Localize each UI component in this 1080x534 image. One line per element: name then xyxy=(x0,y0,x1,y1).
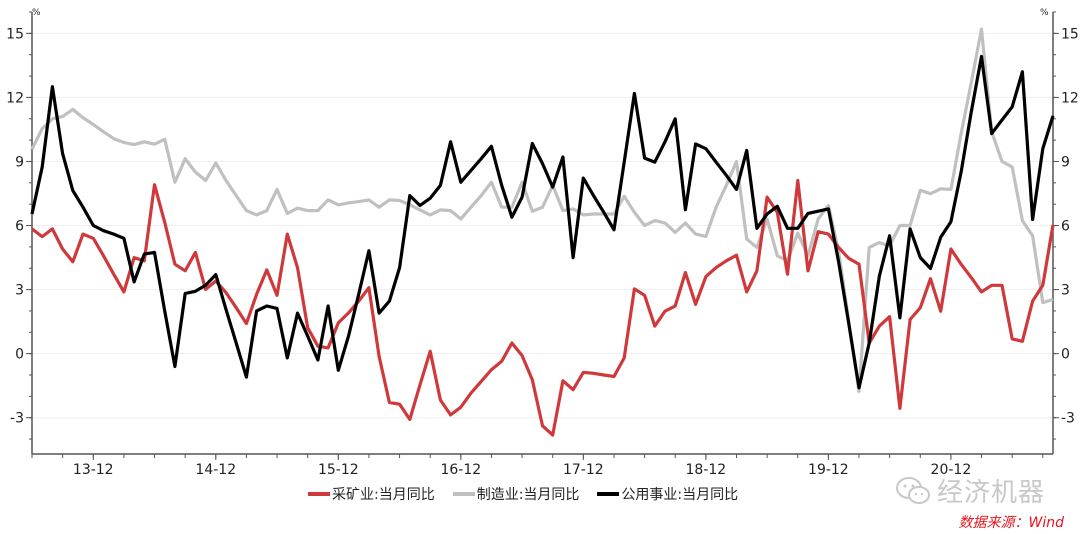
wechat-icon xyxy=(896,476,930,504)
x-tick-label: 14-12 xyxy=(195,462,236,478)
y-tick-label-left: 0 xyxy=(15,347,24,363)
legend-label-utilities: 公用事业:当月同比 xyxy=(621,487,739,503)
y-tick-label-left: 3 xyxy=(15,283,24,299)
legend-label-manufacturing: 制造业:当月同比 xyxy=(476,487,580,503)
y-tick-label-right: 0 xyxy=(1061,347,1070,363)
y-tick-label-left: 15 xyxy=(6,26,24,42)
series-line-mining xyxy=(31,178,1055,437)
axes: -3 -3 0 0 3 3 6 6 9 9 12 12 15 15 13-12 14-12 15-12 16-12… xyxy=(6,11,1079,478)
y-tick-label-right: 6 xyxy=(1061,219,1070,235)
y-tick-label-right: 9 xyxy=(1061,154,1070,170)
y-unit-right: % xyxy=(1040,8,1049,18)
y-tick-label-left: 6 xyxy=(15,219,24,235)
legend-item-utilities[interactable]: 公用事业:当月同比 xyxy=(597,484,738,504)
x-tick-label: 15-12 xyxy=(318,462,359,478)
series-line-manufacturing xyxy=(30,27,1054,393)
x-tick-label: 13-12 xyxy=(73,462,114,478)
x-tick-label: 16-12 xyxy=(440,462,481,478)
y-tick-label-right: 12 xyxy=(1061,90,1079,106)
watermark-text: 经济机器 xyxy=(937,478,1046,508)
x-tick-label: 18-12 xyxy=(686,462,727,478)
legend-swatch-mining xyxy=(308,492,330,496)
x-tick-label: 17-12 xyxy=(563,462,604,478)
series-lines xyxy=(30,27,1055,437)
y-tick-label-right: 15 xyxy=(1061,26,1079,42)
legend-item-mining[interactable]: 采矿业:当月同比 xyxy=(308,484,435,504)
x-tick-label: 20-12 xyxy=(931,462,972,478)
y-tick-label-left: 9 xyxy=(15,154,24,170)
series-line-utilities xyxy=(30,54,1055,390)
x-tick-label: 19-12 xyxy=(808,462,849,478)
legend: 采矿业:当月同比 制造业:当月同比 公用事业:当月同比 xyxy=(308,484,738,504)
legend-item-manufacturing[interactable]: 制造业:当月同比 xyxy=(452,484,580,504)
legend-swatch-utilities xyxy=(597,492,620,496)
legend-swatch-manufacturing xyxy=(452,492,475,496)
y-tick-label-left: -3 xyxy=(10,411,24,427)
legend-label-mining: 采矿业:当月同比 xyxy=(332,487,435,503)
data-source: 数据来源：Wind xyxy=(958,515,1065,531)
y-tick-label-right: 3 xyxy=(1061,283,1070,299)
y-tick-label-right: -3 xyxy=(1061,411,1075,427)
y-tick-label-left: 12 xyxy=(6,90,24,106)
watermark: 经济机器 xyxy=(895,472,1045,509)
y-unit-left: % xyxy=(32,8,41,18)
